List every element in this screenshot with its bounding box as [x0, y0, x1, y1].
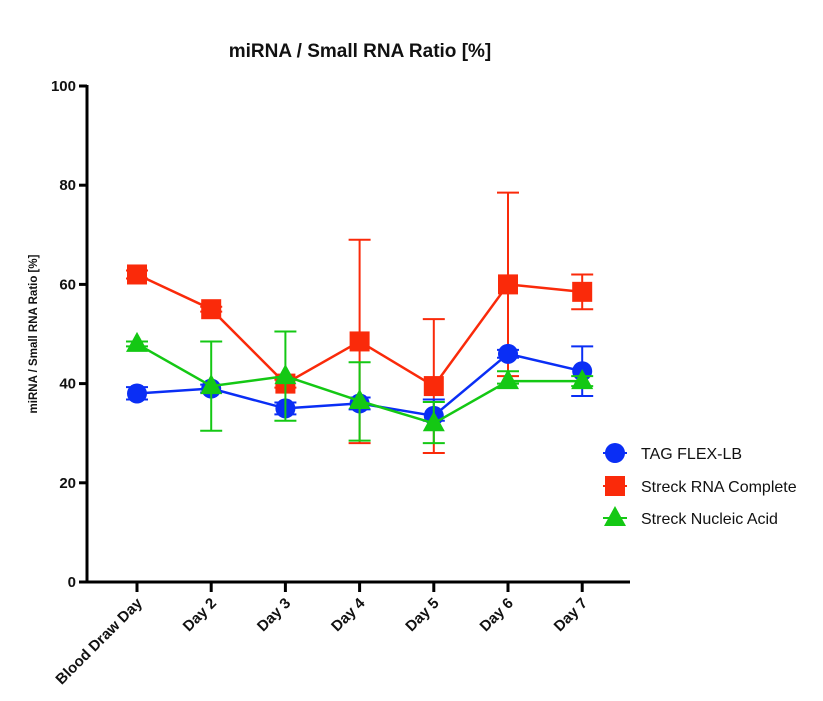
y-tick-label: 0	[68, 574, 76, 591]
series-streck-nucleic-acid	[126, 330, 594, 445]
y-tick-label: 80	[59, 177, 76, 194]
legend-item: TAG FLEX-LB	[603, 443, 742, 463]
x-tick-label: Day 2	[180, 595, 220, 635]
legend-item: Streck RNA Complete	[603, 476, 797, 496]
data-point	[200, 374, 223, 395]
chart-title: miRNA / Small RNA Ratio [%]	[229, 41, 492, 62]
legend-label: TAG FLEX-LB	[641, 446, 742, 463]
x-tick-label: Blood Draw Day	[52, 594, 146, 688]
x-tick-label: Day 4	[328, 594, 369, 635]
x-tick-label: Day 3	[254, 595, 294, 635]
data-point	[423, 376, 444, 397]
legend-marker-circle-icon	[605, 443, 625, 463]
series-layer	[126, 191, 594, 455]
legend-marker-triangle-icon	[604, 506, 626, 526]
x-tick-label: Day 5	[402, 595, 442, 635]
data-point	[498, 274, 518, 295]
data-point	[497, 369, 519, 390]
data-point	[126, 331, 148, 352]
data-point	[274, 364, 297, 385]
data-point	[572, 281, 593, 302]
data-point	[348, 388, 371, 409]
x-tick-label: Day 6	[477, 595, 517, 635]
data-point	[127, 383, 147, 404]
legend-item: Streck Nucleic Acid	[603, 506, 778, 528]
legend-label: Streck Nucleic Acid	[641, 511, 778, 528]
data-point	[571, 369, 594, 390]
data-point	[422, 411, 445, 432]
legend: TAG FLEX-LB Streck RNA Complete Streck Nuc…	[603, 443, 797, 528]
legend-label: Streck RNA Complete	[641, 479, 797, 496]
legend-marker-square-icon	[605, 476, 625, 496]
y-tick-label: 60	[59, 276, 76, 293]
data-point	[498, 343, 518, 364]
data-point	[127, 264, 147, 285]
data-point	[201, 299, 222, 320]
y-tick-label: 20	[59, 475, 76, 492]
x-tick-label: Day 7	[551, 595, 591, 635]
axes: 0 20 40 60 80 100 Blood Draw Day Day 2 Day 3 Day …	[51, 78, 630, 688]
data-point	[349, 331, 370, 352]
y-tick-label: 40	[59, 376, 76, 393]
y-axis-label: miRNA / Small RNA Ratio [%]	[28, 254, 40, 413]
y-tick-label: 100	[51, 78, 76, 95]
